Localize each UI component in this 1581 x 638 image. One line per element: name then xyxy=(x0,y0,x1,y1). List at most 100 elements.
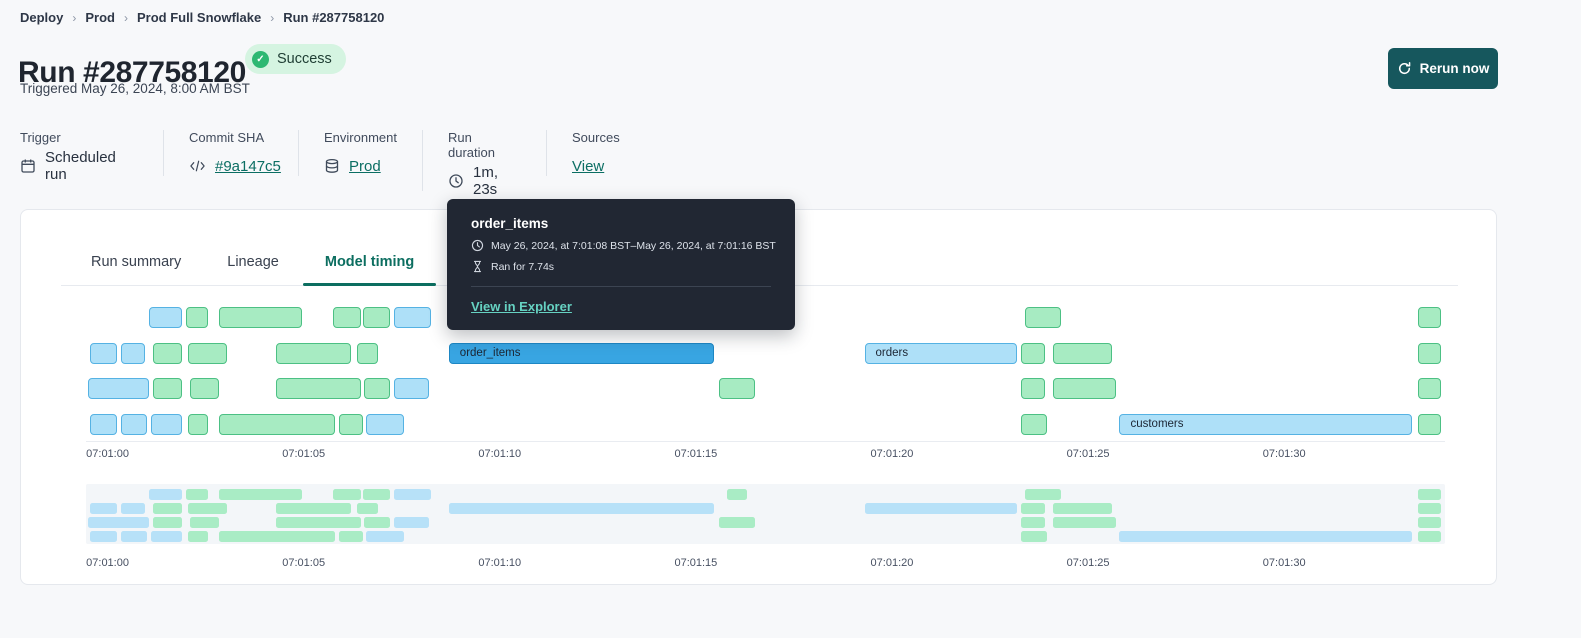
gantt-bar[interactable] xyxy=(276,342,351,364)
axis-tick-label: 07:01:10 xyxy=(478,448,522,460)
gantt-bar[interactable] xyxy=(219,413,336,435)
model-timing-gantt: order_items orders customers xyxy=(86,307,1445,449)
sources-view-link[interactable]: View xyxy=(572,157,605,175)
axis-tick-label: 07:01:30 xyxy=(1262,448,1306,460)
gantt-bar[interactable] xyxy=(148,307,183,328)
gantt-row xyxy=(86,378,1445,399)
gantt-bar[interactable] xyxy=(719,378,755,399)
brush-bar xyxy=(1052,517,1116,528)
gantt-bar[interactable] xyxy=(333,307,361,328)
gantt-time-axis: 07:01:00 07:01:05 07:01:10 07:01:15 07:01:20… xyxy=(86,441,1445,460)
brush-bar xyxy=(187,531,208,542)
gantt-bar[interactable] xyxy=(393,378,430,399)
meta-trigger-value: Scheduled run xyxy=(45,149,116,183)
gantt-bar[interactable] xyxy=(1021,413,1047,435)
gantt-bar-orders[interactable]: orders xyxy=(864,342,1018,364)
brush-row xyxy=(86,517,1445,528)
brush-bar xyxy=(727,489,747,500)
gantt-bar[interactable] xyxy=(187,413,208,435)
meta-trigger: Trigger Scheduled run xyxy=(20,130,163,183)
gantt-bar[interactable] xyxy=(87,378,149,399)
gantt-bar[interactable] xyxy=(187,342,228,364)
clock-icon xyxy=(471,239,484,252)
meta-commit: Commit SHA #9a147c5 xyxy=(163,130,298,176)
gantt-bar[interactable] xyxy=(121,342,145,364)
brush-bar xyxy=(1417,489,1442,500)
gantt-bar[interactable] xyxy=(219,307,302,328)
axis-tick-label: 07:01:00 xyxy=(86,448,129,460)
tooltip-divider xyxy=(471,286,771,287)
axis-tick-label: 07:01:25 xyxy=(1066,448,1110,460)
tab-model-timing[interactable]: Model timing xyxy=(302,254,437,286)
gantt-bar[interactable] xyxy=(89,413,118,435)
gantt-bar[interactable] xyxy=(150,413,183,435)
tab-run-summary[interactable]: Run summary xyxy=(91,254,182,270)
brush-bar xyxy=(276,517,361,528)
commit-sha-link[interactable]: #9a147c5 xyxy=(215,157,281,175)
model-tooltip: order_items May 26, 2024, at 7:01:08 BST… xyxy=(447,199,795,330)
gantt-bar[interactable] xyxy=(1021,378,1045,399)
gantt-bar[interactable] xyxy=(366,413,404,435)
brush-bar xyxy=(1021,503,1045,514)
rerun-now-button[interactable]: Rerun now xyxy=(1388,48,1498,89)
gantt-bar[interactable] xyxy=(89,342,118,364)
breadcrumb-separator: › xyxy=(123,10,128,25)
brush-bar xyxy=(89,503,118,514)
meta-duration-value: 1m, 23s xyxy=(473,164,499,198)
meta-environment: Environment Prod xyxy=(298,130,422,176)
gantt-bar[interactable] xyxy=(152,342,183,364)
brush-bar xyxy=(448,503,714,514)
view-in-explorer-link[interactable]: View in Explorer xyxy=(471,299,572,314)
gantt-bar[interactable] xyxy=(186,307,208,328)
brush-bar xyxy=(150,531,183,542)
breadcrumb-deploy[interactable]: Deploy xyxy=(20,10,64,25)
meta-duration: Run duration 1m, 23s xyxy=(422,130,546,198)
gantt-bar[interactable] xyxy=(393,307,432,328)
gantt-bar-customers[interactable]: customers xyxy=(1119,413,1412,435)
timeline-brush[interactable] xyxy=(86,484,1445,544)
gantt-bar[interactable] xyxy=(1025,307,1061,328)
gantt-bar[interactable] xyxy=(189,378,220,399)
brush-bar xyxy=(333,489,361,500)
gantt-bar[interactable] xyxy=(1417,307,1442,328)
gantt-bar[interactable] xyxy=(1417,342,1442,364)
gantt-bar[interactable] xyxy=(356,342,379,364)
gantt-bar[interactable] xyxy=(121,413,147,435)
gantt-bar-order_items[interactable]: order_items xyxy=(448,342,714,364)
gantt-row: customers xyxy=(86,413,1445,435)
brush-bar xyxy=(1119,531,1412,542)
brush-bar xyxy=(186,489,208,500)
brush-bar xyxy=(121,503,145,514)
gantt-bar[interactable] xyxy=(364,378,390,399)
brush-bar xyxy=(356,503,379,514)
tooltip-time-range: May 26, 2024, at 7:01:08 BST–May 26, 202… xyxy=(491,239,776,252)
gantt-bar[interactable] xyxy=(1417,413,1442,435)
tooltip-duration: Ran for 7.74s xyxy=(491,260,555,273)
meta-duration-label: Run duration xyxy=(448,130,495,160)
gantt-bar[interactable] xyxy=(276,378,361,399)
breadcrumb-prod[interactable]: Prod xyxy=(85,10,115,25)
brush-bar xyxy=(148,489,183,500)
gantt-bar[interactable] xyxy=(152,378,183,399)
brush-bar xyxy=(87,517,149,528)
brush-bar xyxy=(152,517,183,528)
brush-bar xyxy=(121,531,147,542)
brush-bar xyxy=(364,517,390,528)
gantt-bar[interactable] xyxy=(1021,342,1045,364)
gantt-bar[interactable] xyxy=(1052,378,1116,399)
brush-bar xyxy=(1025,489,1061,500)
breadcrumb: Deploy › Prod › Prod Full Snowflake › Ru… xyxy=(20,10,384,25)
gantt-bar[interactable] xyxy=(1417,378,1442,399)
brush-bar xyxy=(1021,531,1047,542)
environment-link[interactable]: Prod xyxy=(349,157,381,175)
breadcrumb-job[interactable]: Prod Full Snowflake xyxy=(136,10,262,25)
gantt-bar[interactable] xyxy=(362,307,390,328)
run-metadata: Trigger Scheduled run Commit SHA #9a147c… xyxy=(20,130,645,198)
brush-bar xyxy=(189,517,220,528)
tab-lineage[interactable]: Lineage xyxy=(227,254,279,270)
brush-bar xyxy=(1417,517,1442,528)
gantt-bar[interactable] xyxy=(1052,342,1112,364)
brush-time-axis: 07:01:00 07:01:05 07:01:10 07:01:15 07:01:20… xyxy=(86,551,1445,569)
brush-bar xyxy=(338,531,363,542)
gantt-bar[interactable] xyxy=(338,413,363,435)
